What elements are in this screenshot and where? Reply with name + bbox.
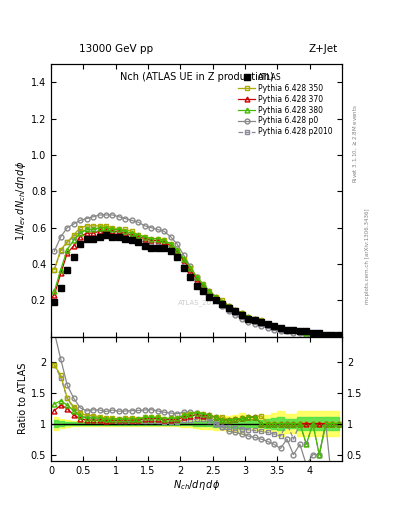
Text: Nch (ATLAS UE in Z production): Nch (ATLAS UE in Z production) <box>119 72 274 82</box>
Text: mcplots.cern.ch [arXiv:1306.3436]: mcplots.cern.ch [arXiv:1306.3436] <box>365 208 370 304</box>
X-axis label: $N_{ch}/d\eta\,d\phi$: $N_{ch}/d\eta\,d\phi$ <box>173 478 220 493</box>
Text: 13000 GeV pp: 13000 GeV pp <box>79 44 153 54</box>
Text: ATLAS_2019...: ATLAS_2019... <box>178 299 227 306</box>
Text: Rivet 3.1.10, $\geq$2.8M events: Rivet 3.1.10, $\geq$2.8M events <box>352 104 360 183</box>
Y-axis label: Ratio to ATLAS: Ratio to ATLAS <box>18 363 28 435</box>
Text: Z+Jet: Z+Jet <box>309 44 338 54</box>
Y-axis label: $1/N_{ev}\,dN_{ch}/d\eta\,d\phi$: $1/N_{ev}\,dN_{ch}/d\eta\,d\phi$ <box>14 160 28 241</box>
Legend: ATLAS, Pythia 6.428 350, Pythia 6.428 370, Pythia 6.428 380, Pythia 6.428 p0, Py: ATLAS, Pythia 6.428 350, Pythia 6.428 37… <box>236 71 335 139</box>
